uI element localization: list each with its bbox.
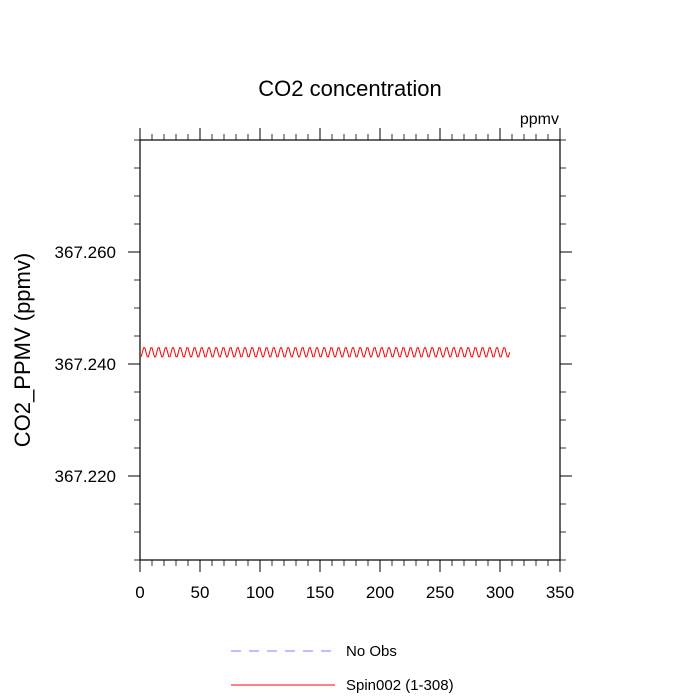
tick-labels: 0 50 100 150 200 250 300 350 367.220 367.240 367.2…	[55, 243, 575, 602]
plot-frame	[139, 139, 561, 561]
x-tick-label: 300	[486, 583, 514, 602]
y-tick-label: 367.240	[55, 355, 116, 374]
series-line-1	[140, 347, 511, 358]
x-tick-label: 50	[191, 583, 210, 602]
series-layer	[140, 347, 511, 358]
axis-ticks	[128, 128, 572, 572]
y-tick-label: 367.260	[55, 243, 116, 262]
legend-label-spin002: Spin002 (1-308)	[346, 677, 454, 694]
legend: No Obs Spin002 (1-308)	[231, 643, 454, 694]
x-tick-label: 100	[246, 583, 274, 602]
x-tick-label: 150	[306, 583, 334, 602]
x-tick-label: 350	[546, 583, 574, 602]
chart-title: CO2 concentration	[258, 76, 441, 101]
x-tick-label: 0	[135, 583, 144, 602]
x-tick-label: 200	[366, 583, 394, 602]
units-label: ppmv	[520, 111, 559, 128]
x-tick-label: 250	[426, 583, 454, 602]
y-tick-label: 367.220	[55, 467, 116, 486]
y-axis-label: CO2_PPMV (ppmv)	[10, 253, 35, 447]
legend-label-no-obs: No Obs	[346, 643, 397, 660]
